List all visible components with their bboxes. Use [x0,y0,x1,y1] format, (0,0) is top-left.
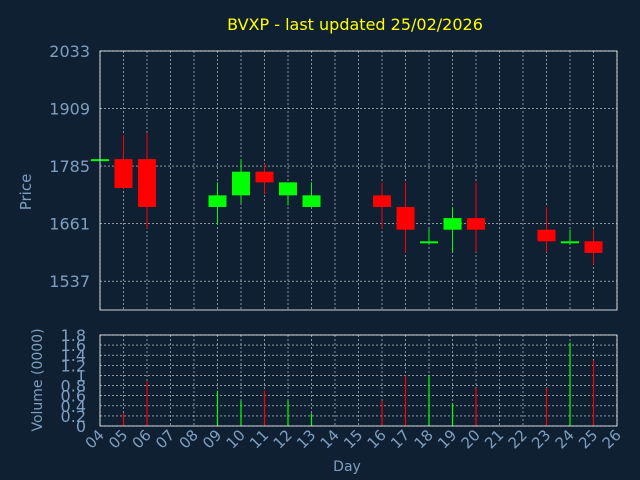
price-tick-label: 1661 [49,215,90,234]
x-tick-label: 24 [552,426,578,452]
candle-body [420,241,438,244]
candle-body [208,195,227,207]
x-axis-label: Day [333,459,361,475]
x-tick-label: 20 [458,426,484,452]
price-tick-label: 2033 [49,42,90,61]
volume-plot-frame [99,334,618,427]
candle-body [467,218,485,230]
x-tick-label: 18 [411,426,437,452]
x-tick-label: 06 [129,426,155,452]
chart-title: BVXP - last updated 25/02/2026 [227,15,483,34]
candle-body [561,241,579,244]
volume-tick-label: 1.8 [61,326,86,345]
price-plot-frame [99,50,618,311]
volume-axis-label: Volume (0000) [30,328,46,431]
x-tick-label: 25 [575,426,601,452]
volume-grid [99,334,618,427]
x-tick-label: 12 [270,426,296,452]
volume-tick-label: 1.6 [61,336,86,355]
x-tick-label: 19 [434,426,460,452]
x-tick-label: 16 [364,426,390,452]
volume-tick-label: 1.2 [61,356,86,375]
candle-body [232,171,250,196]
x-tick-label: 26 [599,426,625,452]
candle-body [396,206,415,230]
price-axis-label: Price [17,174,35,211]
x-tick-label: 05 [105,426,131,452]
candle-body [373,195,391,207]
x-tick-label: 17 [387,426,413,452]
volume-series [122,342,595,426]
candle-body [279,182,297,196]
candle-body [255,171,274,183]
price-grid [99,50,618,310]
axes: 2033190917851661153700.20.40.60.811.21.4… [49,42,625,452]
volume-tick-label: 1.4 [61,346,86,365]
volume-tick-label: 0.6 [61,387,86,406]
x-tick-label: 07 [152,426,178,452]
candle-body [584,241,603,253]
x-tick-label: 08 [176,426,202,452]
x-tick-label: 15 [340,426,366,452]
volume-tick-label: 0 [76,417,86,436]
candlestick-series [91,133,603,265]
x-tick-label: 14 [317,426,343,452]
volume-tick-label: 0.2 [61,407,86,426]
candle-body [443,218,462,230]
candle-body [537,229,556,242]
x-tick-label: 10 [223,426,249,452]
candle-body [114,159,133,188]
candle-body [138,159,156,207]
candle-body [302,195,321,207]
x-tick-label: 09 [199,426,225,452]
price-tick-label: 1537 [49,272,90,291]
x-tick-label: 23 [528,426,554,452]
x-tick-label: 11 [246,426,272,452]
volume-tick-label: 0.4 [61,397,86,416]
price-tick-label: 1909 [49,100,90,119]
x-tick-label: 13 [293,426,319,452]
volume-tick-label: 1 [76,366,86,385]
x-tick-label: 21 [481,426,507,452]
x-tick-label: 22 [505,426,531,452]
price-tick-label: 1785 [49,157,90,176]
volume-tick-label: 0.8 [61,377,86,396]
